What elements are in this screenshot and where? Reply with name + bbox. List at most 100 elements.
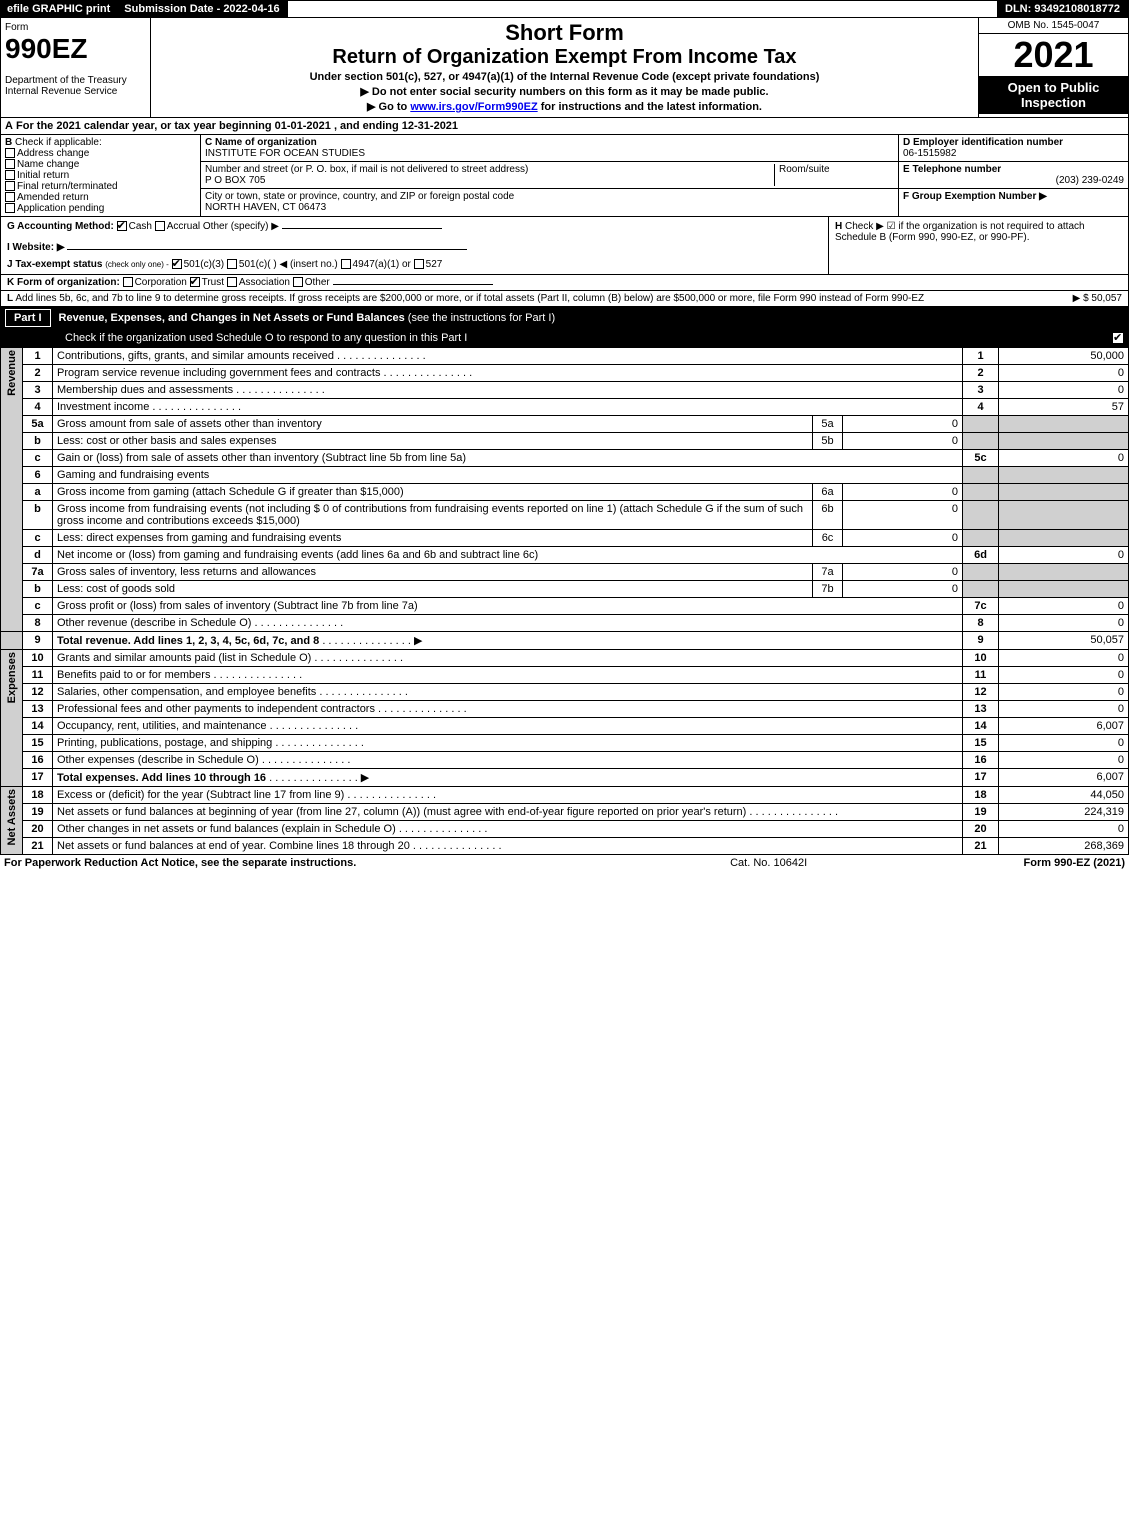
final-return-checkbox[interactable]: [5, 181, 15, 191]
footer-left: For Paperwork Reduction Act Notice, see …: [4, 857, 514, 869]
revenue-tab: Revenue: [6, 350, 18, 396]
other-org-checkbox[interactable]: [293, 277, 303, 287]
street-label: Number and street (or P. O. box, if mail…: [205, 164, 528, 175]
line14-desc: Occupancy, rent, utilities, and maintena…: [57, 720, 267, 732]
line11-desc: Benefits paid to or for members: [57, 669, 210, 681]
irs-link[interactable]: www.irs.gov/Form990EZ: [410, 101, 537, 113]
line5b-sub: 5b: [813, 433, 843, 450]
b-intro: Check if applicable:: [15, 137, 102, 148]
form-header: Form 990EZ Department of the Treasury In…: [0, 18, 1129, 118]
line4-no: 4: [963, 399, 999, 416]
line10-desc: Grants and similar amounts paid (list in…: [57, 652, 311, 664]
line5c-desc: Gain or (loss) from sale of assets other…: [57, 452, 466, 464]
line5b-desc: Less: cost or other basis and sales expe…: [57, 435, 277, 447]
h-text: Check ▶ ☑ if the organization is not req…: [835, 221, 1085, 243]
line15-no: 15: [963, 735, 999, 752]
initial-return-checkbox[interactable]: [5, 170, 15, 180]
line6a-sub: 6a: [813, 484, 843, 501]
line10-amt: 0: [999, 650, 1129, 667]
trust-label: Trust: [202, 277, 224, 288]
g-label: G Accounting Method:: [7, 221, 114, 232]
line20-no: 20: [963, 821, 999, 838]
name-change-checkbox[interactable]: [5, 159, 15, 169]
corp-checkbox[interactable]: [123, 277, 133, 287]
527-checkbox[interactable]: [414, 259, 424, 269]
goto-line: ▶ Go to www.irs.gov/Form990EZ for instru…: [155, 100, 974, 113]
line5a-val: 0: [843, 416, 963, 433]
top-bar: efile GRAPHIC print Submission Date - 20…: [0, 0, 1129, 18]
form-word: Form: [5, 22, 146, 33]
line6c-desc: Less: direct expenses from gaming and fu…: [57, 532, 341, 544]
row-k: K Form of organization: Corporation Trus…: [0, 275, 1129, 291]
line6b-sub: 6b: [813, 501, 843, 530]
4947-checkbox[interactable]: [341, 259, 351, 269]
dln: DLN: 93492108018772: [997, 1, 1128, 17]
line7b-desc: Less: cost of goods sold: [57, 583, 175, 595]
line3-desc: Membership dues and assessments: [57, 384, 233, 396]
line13-desc: Professional fees and other payments to …: [57, 703, 375, 715]
phone: (203) 239-0249: [903, 175, 1124, 186]
street: P O BOX 705: [205, 175, 265, 186]
app-pending-checkbox[interactable]: [5, 203, 15, 213]
name-change-label: Name change: [17, 159, 79, 170]
efile-label[interactable]: efile GRAPHIC print: [1, 1, 116, 17]
group-exemption-label: F Group Exemption Number ▶: [903, 191, 1047, 202]
line16-desc: Other expenses (describe in Schedule O): [57, 754, 259, 766]
line18-amt: 44,050: [999, 787, 1129, 804]
501c3-checkbox[interactable]: [172, 259, 182, 269]
line6c-val: 0: [843, 530, 963, 547]
line14-no: 14: [963, 718, 999, 735]
address-change-checkbox[interactable]: [5, 148, 15, 158]
accrual-checkbox[interactable]: [155, 221, 165, 231]
lines-table: Revenue 1Contributions, gifts, grants, a…: [0, 347, 1129, 855]
title-short-form: Short Form: [155, 20, 974, 46]
dept: Department of the Treasury Internal Reve…: [5, 75, 146, 97]
line9-amt: 50,057: [999, 632, 1129, 650]
line3-amt: 0: [999, 382, 1129, 399]
501c-label: 501(c)( ) ◀ (insert no.): [239, 259, 338, 270]
amended-return-checkbox[interactable]: [5, 192, 15, 202]
a-label: A: [5, 120, 13, 132]
footer-right: Form 990-EZ (2021): [1024, 857, 1125, 869]
cash-checkbox[interactable]: [117, 221, 127, 231]
line10-no: 10: [963, 650, 999, 667]
schedule-o-checkbox[interactable]: [1112, 332, 1124, 344]
address-change-label: Address change: [17, 148, 89, 159]
a-text: For the 2021 calendar year, or tax year …: [16, 120, 458, 132]
line17-desc: Total expenses. Add lines 10 through 16: [57, 772, 266, 784]
tax-year: 2021: [979, 34, 1128, 76]
line19-no: 19: [963, 804, 999, 821]
line5a-sub: 5a: [813, 416, 843, 433]
line13-no: 13: [963, 701, 999, 718]
h-label: H: [835, 221, 842, 232]
corp-label: Corporation: [135, 277, 187, 288]
assoc-checkbox[interactable]: [227, 277, 237, 287]
phone-label: E Telephone number: [903, 164, 1001, 175]
website-label: I Website: ▶: [7, 242, 65, 253]
line6d-no: 6d: [963, 547, 999, 564]
line13-amt: 0: [999, 701, 1129, 718]
k-label: K Form of organization:: [7, 277, 120, 288]
line7a-sub: 7a: [813, 564, 843, 581]
line7c-desc: Gross profit or (loss) from sales of inv…: [57, 600, 418, 612]
line15-amt: 0: [999, 735, 1129, 752]
amended-label: Amended return: [17, 192, 89, 203]
line9-desc: Total revenue. Add lines 1, 2, 3, 4, 5c,…: [57, 635, 319, 647]
col-d: D Employer identification number06-15159…: [898, 135, 1128, 216]
trust-checkbox[interactable]: [190, 277, 200, 287]
line19-desc: Net assets or fund balances at beginning…: [57, 806, 746, 818]
501c-checkbox[interactable]: [227, 259, 237, 269]
part1-paren: (see the instructions for Part I): [408, 312, 555, 324]
line1-amt: 50,000: [999, 348, 1129, 365]
l-label: L: [7, 293, 13, 304]
room-label: Room/suite: [779, 164, 830, 175]
accrual-label: Accrual: [167, 221, 200, 232]
ghi-row: G Accounting Method: Cash Accrual Other …: [0, 217, 1129, 275]
501c3-label: 501(c)(3): [184, 259, 225, 270]
assoc-label: Association: [239, 277, 290, 288]
line7b-val: 0: [843, 581, 963, 598]
l-amount: ▶ $ 50,057: [1073, 293, 1122, 304]
line16-amt: 0: [999, 752, 1129, 769]
city: NORTH HAVEN, CT 06473: [205, 202, 326, 213]
footer: For Paperwork Reduction Act Notice, see …: [0, 855, 1129, 871]
